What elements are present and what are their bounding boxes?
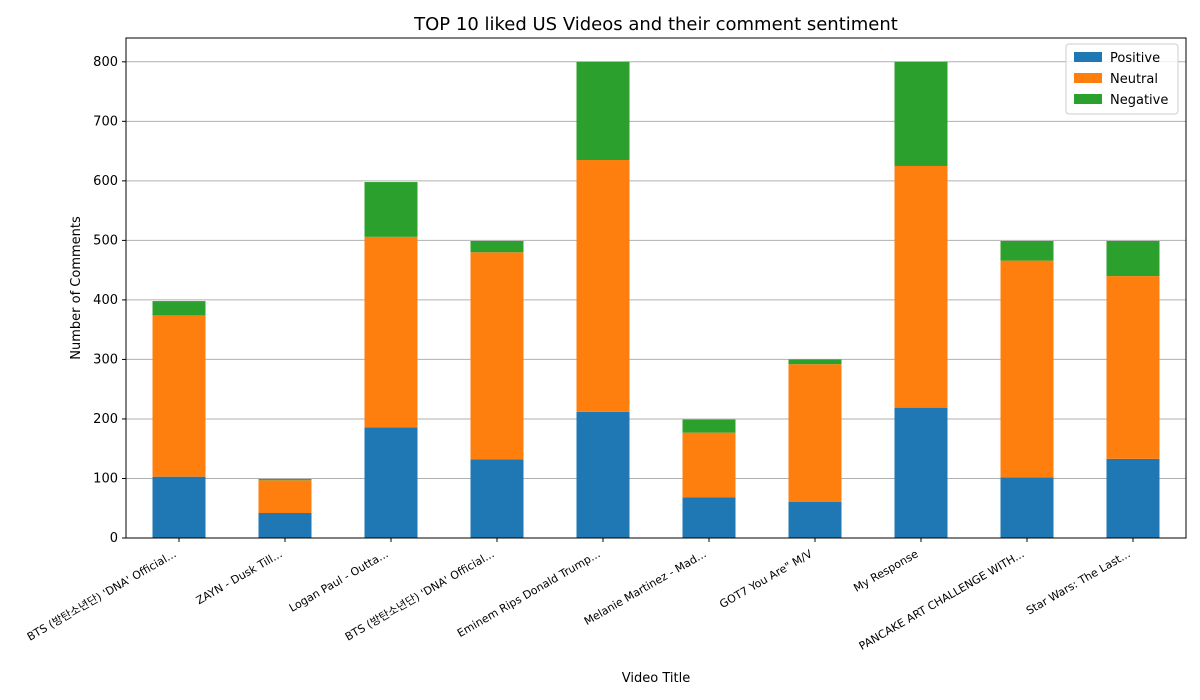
bar-positive-2	[258, 513, 312, 538]
bar-positive-4	[470, 459, 524, 538]
grid-lines	[126, 61, 1186, 539]
bar-neutral-2	[258, 480, 312, 513]
legend-swatch-negative	[1074, 94, 1102, 104]
bar-positive-1	[152, 476, 206, 538]
x-axis-label: Video Title	[622, 671, 690, 686]
bar-neutral-8	[894, 165, 948, 408]
bar-positive-9	[1000, 477, 1054, 538]
y-tick-label: 600	[93, 174, 118, 189]
legend-swatch-positive	[1074, 52, 1102, 62]
bar-positive-5	[576, 411, 630, 538]
y-tick-label: 700	[93, 114, 118, 129]
bar-negative-4	[470, 240, 524, 253]
bar-neutral-7	[788, 364, 842, 502]
x-axis: BTS (방탄소년단) 'DNA' Official... ZAYN - Dusk…	[25, 538, 1134, 653]
x-tick-label: BTS (방탄소년단) 'DNA' Official...	[25, 547, 179, 643]
x-tick-label: My Response	[851, 547, 920, 595]
bar-negative-8	[894, 61, 948, 166]
legend-swatch-neutral	[1074, 73, 1102, 83]
bar-neutral-3	[364, 236, 418, 428]
x-tick-label: Logan Paul - Outta...	[287, 547, 391, 614]
legend-label-neutral: Neutral	[1110, 72, 1158, 87]
bar-negative-10	[1106, 240, 1160, 277]
bar-negative-5	[576, 61, 630, 161]
bar-positive-6	[682, 497, 736, 538]
bar-positive-7	[788, 501, 842, 538]
y-tick-label: 400	[93, 293, 118, 308]
legend-label-negative: Negative	[1110, 93, 1168, 108]
y-tick-label: 300	[93, 352, 118, 367]
y-tick-label: 0	[110, 531, 118, 546]
x-tick-label: Star Wars: The Last...	[1024, 547, 1133, 617]
x-tick-label: PANCAKE ART CHALLENGE WITH...	[857, 547, 1027, 652]
y-tick-label: 800	[93, 55, 118, 70]
y-axis: 0 100 200 300 400 500 600 700 800	[93, 55, 126, 546]
y-tick-label: 100	[93, 471, 118, 486]
y-tick-label: 500	[93, 233, 118, 248]
legend: Positive Neutral Negative	[1065, 43, 1179, 115]
legend-label-positive: Positive	[1110, 51, 1160, 66]
bars	[152, 61, 1160, 538]
bar-neutral-6	[682, 432, 736, 498]
y-axis-label: Number of Comments	[69, 216, 84, 360]
y-tick-label: 200	[93, 412, 118, 427]
bar-neutral-9	[1000, 260, 1054, 478]
x-tick-label: ZAYN - Dusk Till...	[194, 547, 285, 607]
bar-negative-9	[1000, 240, 1054, 261]
x-tick-label: GOT7 You Are" M/V	[717, 547, 815, 611]
bar-positive-8	[894, 407, 948, 538]
bar-negative-7	[788, 359, 842, 365]
bar-negative-2	[258, 479, 312, 481]
bar-negative-1	[152, 301, 206, 316]
bar-positive-10	[1106, 458, 1160, 538]
bar-negative-6	[682, 419, 736, 433]
chart-title: TOP 10 liked US Videos and their comment…	[413, 14, 898, 35]
plot-frame	[125, 37, 1187, 539]
bar-neutral-10	[1106, 276, 1160, 459]
bar-neutral-4	[470, 252, 524, 460]
bar-positive-3	[364, 427, 418, 538]
bar-negative-3	[364, 182, 418, 237]
bar-neutral-1	[152, 315, 206, 477]
bar-neutral-5	[576, 160, 630, 412]
